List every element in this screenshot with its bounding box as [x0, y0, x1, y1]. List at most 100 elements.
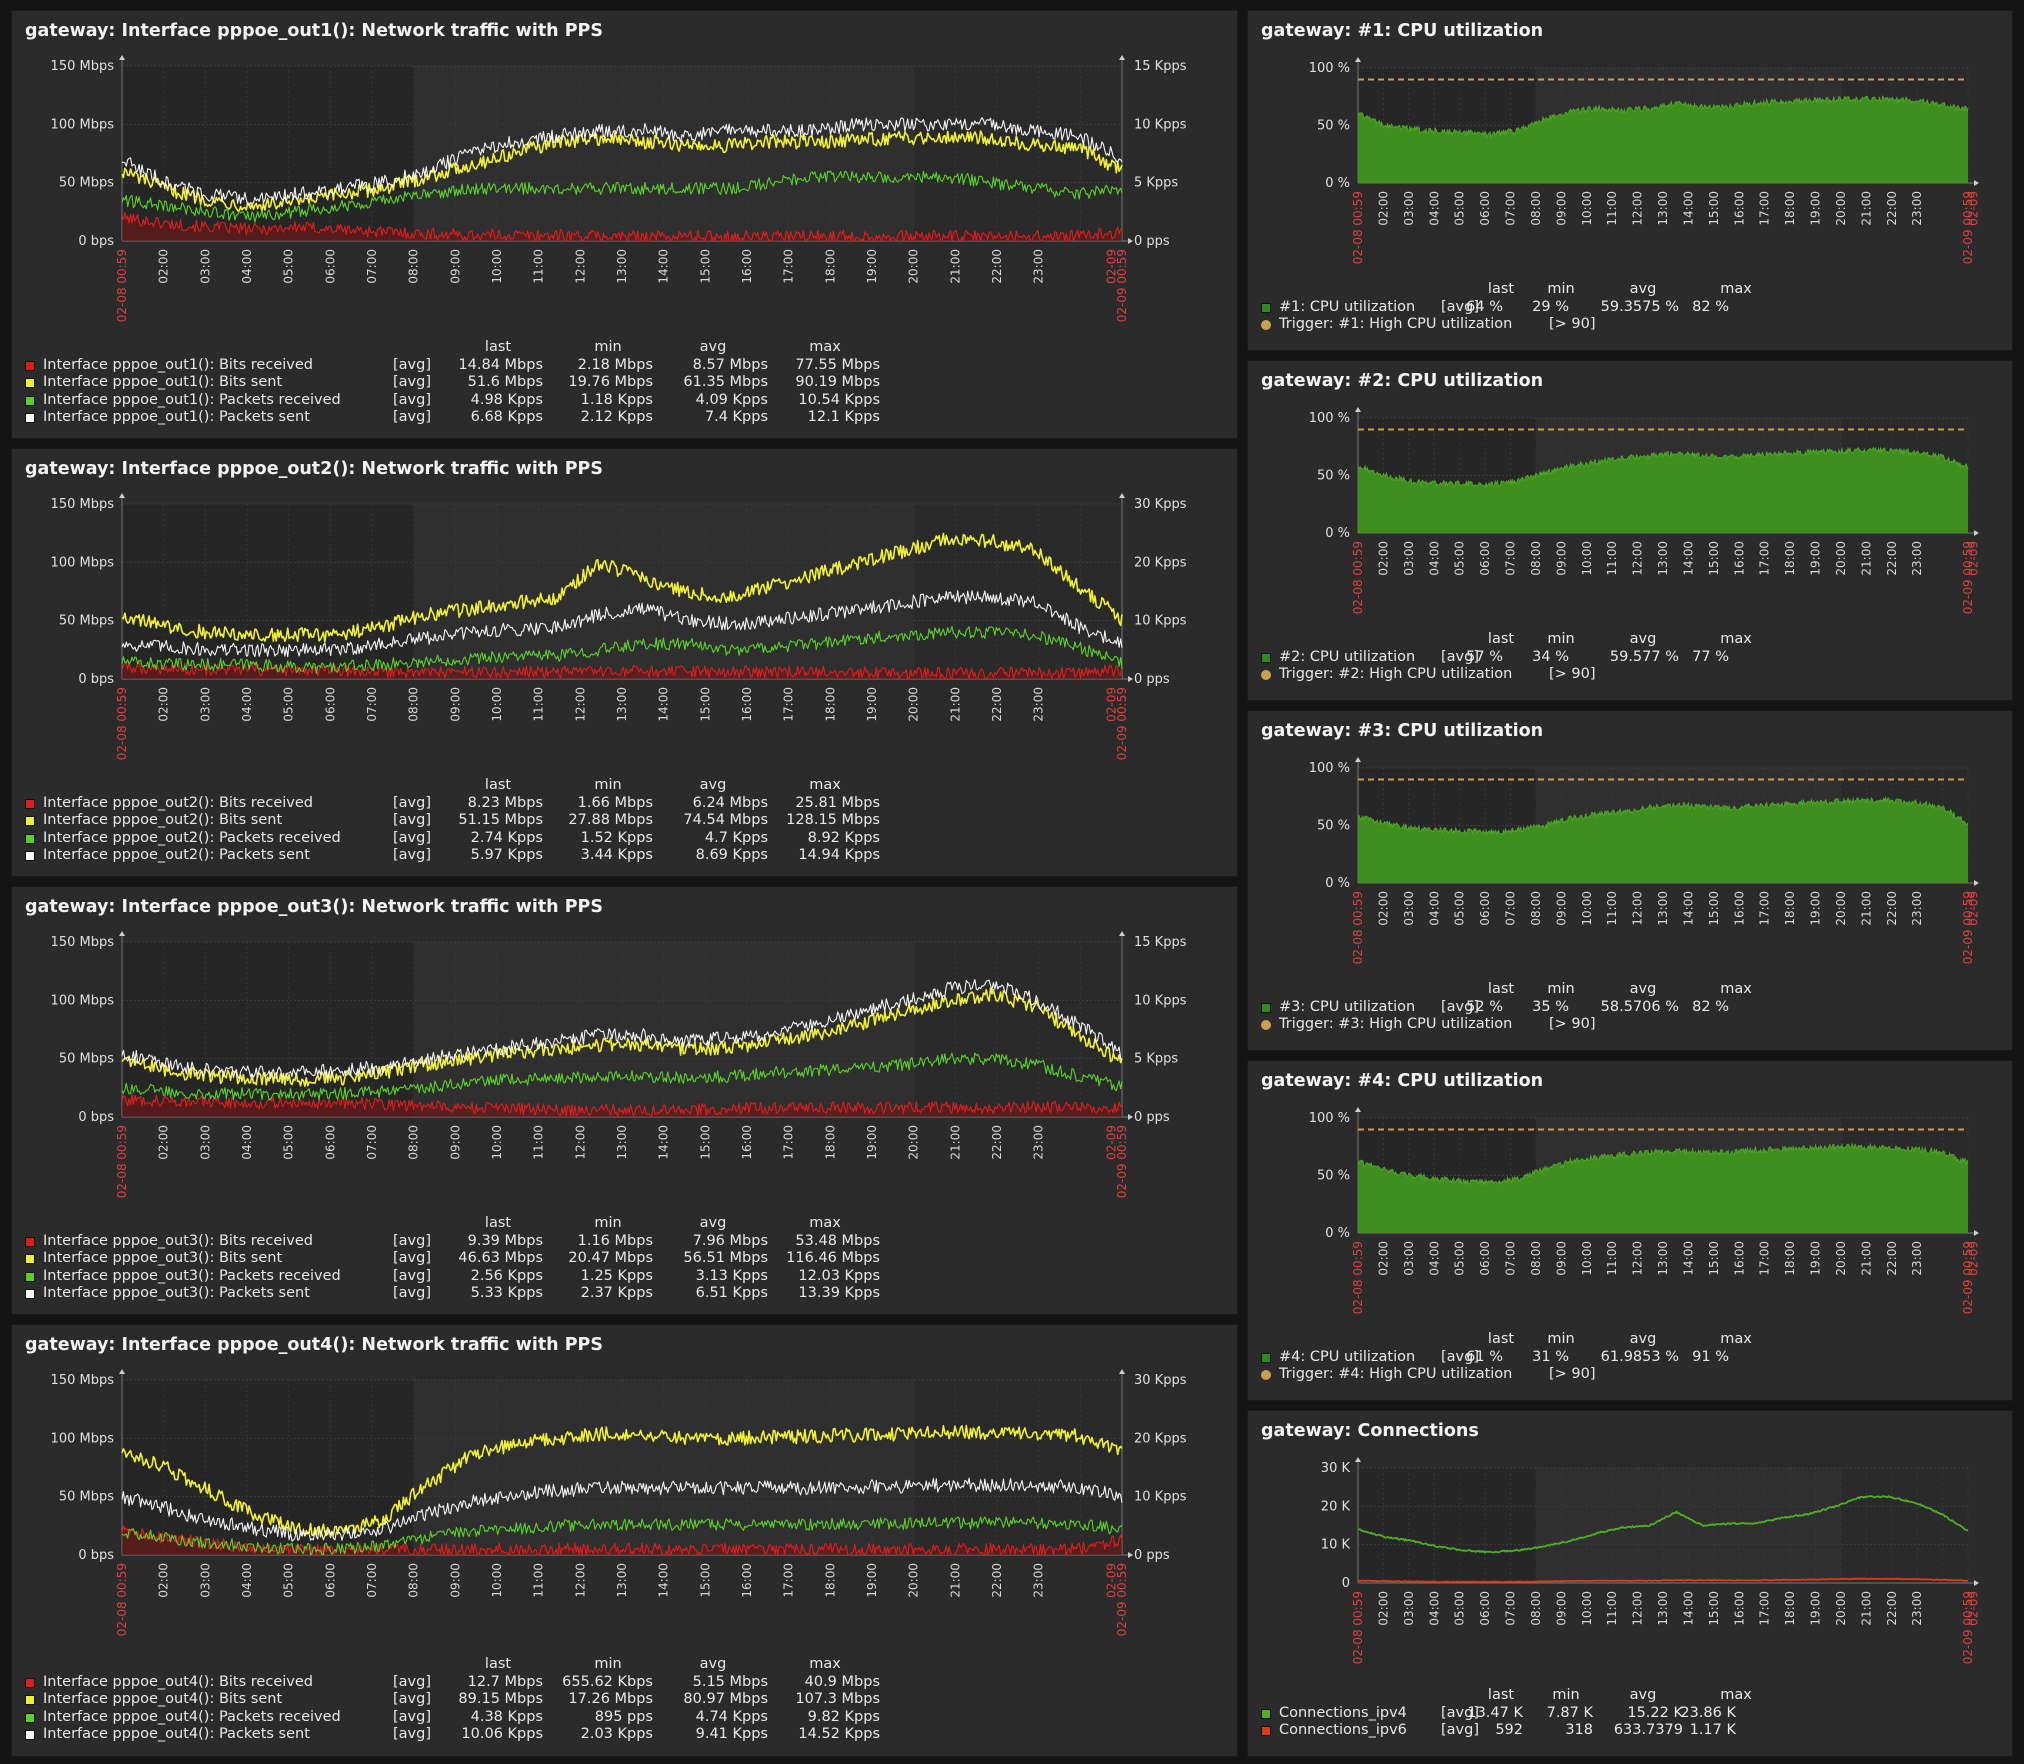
x-tick-label: 23:00: [1910, 541, 1924, 576]
trigger-condition: [> 90]: [1549, 1016, 1596, 1032]
legend-func: [avg]: [393, 829, 431, 846]
x-tick-label: 03:00: [1402, 891, 1416, 926]
x-tick-label: 04:00: [1427, 191, 1441, 226]
legend-func: [avg]: [393, 1250, 431, 1266]
x-tick-label: 16:00: [1732, 1241, 1746, 1276]
legend-swatch: [25, 1289, 35, 1299]
x-mid-label: 02-09: [1967, 891, 1981, 926]
x-tick-label: 14:00: [1681, 541, 1695, 576]
legend-func: [avg]: [393, 374, 431, 390]
legend-label: #2: CPU utilization: [1279, 648, 1416, 665]
trigger-label: Trigger: #3: High CPU utilization: [1279, 1016, 1513, 1032]
x-tick-label: 11:00: [1605, 191, 1619, 226]
traffic-graph-out4[interactable]: 150 Mbps 100 Mbps 50 Mbps 0 bps 30 Kpps 20 Kp…: [12, 1325, 1237, 1756]
legend-label: Connections_ipv4: [1279, 1704, 1407, 1721]
y-tick-label: 0 %: [1325, 526, 1350, 541]
legend-value-avg: 59.3575 %: [1600, 298, 1679, 315]
x-tick-label: 21:00: [1859, 541, 1873, 576]
cpu-area: [1358, 1143, 1968, 1233]
x-tick-label: 08:00: [1529, 191, 1543, 226]
x-tick-label: 09:00: [1554, 191, 1568, 226]
legend-value-avg: 80.97 Mbps: [683, 1691, 768, 1707]
x-tick-label: 07:00: [365, 1125, 379, 1160]
cpu-graph-3[interactable]: 100 % 50 % 0 % 02:00 03:00 04:00 05:00 06:00 07:…: [1248, 711, 2012, 1050]
legend-func: [avg]: [1441, 1704, 1479, 1721]
legend-header-last: last: [1487, 1687, 1515, 1703]
series-area-bits-received: [122, 212, 1122, 241]
x-tick-label: 04:00: [1427, 1591, 1441, 1626]
x-tick-label: 10:00: [1580, 191, 1594, 226]
x-tick-label: 06:00: [1478, 541, 1492, 576]
x-tick-label: 22:00: [1885, 541, 1899, 576]
connections-graph[interactable]: 30 K 20 K 10 K 0 02:00 03:00 04:00 05:00 06:00 07…: [1248, 1411, 2012, 1756]
panel-title: gateway: Interface pppoe_out1(): Network…: [25, 21, 603, 41]
axis-arrow: [1355, 407, 1361, 412]
cpu-graph-2[interactable]: 100 % 50 % 0 % 02:00 03:00 04:00 05:00 06:00 07:…: [1248, 361, 2012, 700]
x-tick-label: 13:00: [615, 249, 629, 284]
legend-value-last: 4.98 Kpps: [470, 391, 543, 408]
legend-value-max: 82 %: [1692, 298, 1729, 315]
traffic-graph-out1[interactable]: 150 Mbps 100 Mbps 50 Mbps 0 bps 15 Kpps 10 Kp…: [12, 11, 1237, 438]
y2-tick-label: 10 Kpps: [1134, 117, 1187, 132]
y-tick-label: 100 Mbps: [51, 117, 115, 132]
traffic-graph-out2[interactable]: 150 Mbps 100 Mbps 50 Mbps 0 bps 30 Kpps 20 Kp…: [12, 449, 1237, 876]
x-tick-label: 19:00: [865, 249, 879, 284]
legend-value-max: 12.03 Kpps: [798, 1267, 880, 1284]
axis-arrow: [1355, 1457, 1361, 1462]
x-tick-label: 03:00: [198, 249, 212, 284]
x-tick-label: 15:00: [1707, 1591, 1721, 1626]
series-line-packets-sent: [121, 117, 1123, 207]
legend-value-max: 82 %: [1692, 998, 1729, 1015]
legend-value-avg: 56.51 Mbps: [683, 1250, 768, 1266]
x-tick-label: 14:00: [657, 687, 671, 722]
legend-value-avg: 8.69 Kpps: [695, 847, 768, 863]
legend-value-avg: 4.09 Kpps: [695, 391, 768, 408]
x-tick-label: 07:00: [1504, 1241, 1518, 1276]
legend-func: [avg]: [393, 794, 431, 811]
traffic-graph-out3[interactable]: 150 Mbps 100 Mbps 50 Mbps 0 bps 15 Kpps 10 Kp…: [12, 887, 1237, 1314]
legend-header-avg: avg: [1629, 1331, 1657, 1347]
series-line-packets-received: [121, 170, 1123, 223]
legend-header-last: last: [484, 777, 512, 793]
x-tick-label: 03:00: [1402, 1591, 1416, 1626]
trigger-condition: [> 90]: [1549, 316, 1596, 332]
legend-header-min: min: [1547, 631, 1575, 647]
legend-value-last: 89.15 Mbps: [458, 1691, 543, 1707]
x-tick-label: 07:00: [365, 687, 379, 722]
legend-header-min: min: [594, 1215, 622, 1231]
cpu-panel-1: gateway: #1: CPU utilization 100 % 50 % 0 …: [1247, 10, 2013, 351]
legend-header-min: min: [594, 777, 622, 793]
x-tick-label: 15:00: [698, 1563, 712, 1598]
x-tick-label: 04:00: [1427, 891, 1441, 926]
legend-value-avg: 8.57 Mbps: [692, 356, 768, 373]
x-tick-label: 09:00: [448, 249, 462, 284]
x-end-label: 02-09 00:59: [1961, 541, 1975, 614]
axis-arrow: [1128, 238, 1133, 244]
cpu-graph-1[interactable]: 100 % 50 % 0 % 02:00 03:00 04:00 05:00 06:00 07:…: [1248, 11, 2012, 350]
x-tick-label: 12:00: [1631, 1241, 1645, 1276]
legend-value-last: 6.68 Kpps: [470, 409, 543, 425]
x-tick-label: 20:00: [1834, 1241, 1848, 1276]
legend-label: Interface pppoe_out2(): Packets received: [43, 829, 341, 846]
legend-header-last: last: [484, 1215, 512, 1231]
legend-header-max: max: [809, 1656, 841, 1672]
legend-value-max: 116.46 Mbps: [786, 1250, 880, 1266]
legend-swatch: [25, 395, 35, 406]
x-tick-label: 15:00: [1707, 191, 1721, 226]
x-tick-label: 21:00: [1859, 1591, 1873, 1626]
y2-tick-label: 10 Kpps: [1134, 614, 1187, 629]
y-tick-label: 50 Mbps: [59, 176, 114, 191]
legend-value-last: 2.74 Kpps: [470, 829, 543, 846]
y-tick-label: 150 Mbps: [51, 59, 115, 74]
cpu-graph-4[interactable]: 100 % 50 % 0 % 02:00 03:00 04:00 05:00 06:00 07:…: [1248, 1061, 2012, 1400]
x-tick-label: 21:00: [1859, 1241, 1873, 1276]
x-tick-label: 06:00: [323, 1125, 337, 1160]
x-tick-label: 03:00: [1402, 541, 1416, 576]
x-tick-label: 08:00: [1529, 1591, 1543, 1626]
legend-header-last: last: [1487, 281, 1515, 297]
x-tick-label: 04:00: [1427, 541, 1441, 576]
legend-label: Interface pppoe_out1(): Packets sent: [43, 409, 310, 425]
x-tick-label: 22:00: [990, 249, 1004, 284]
legend-label: Interface pppoe_out1(): Bits sent: [43, 374, 283, 390]
x-tick-label: 17:00: [782, 249, 796, 284]
